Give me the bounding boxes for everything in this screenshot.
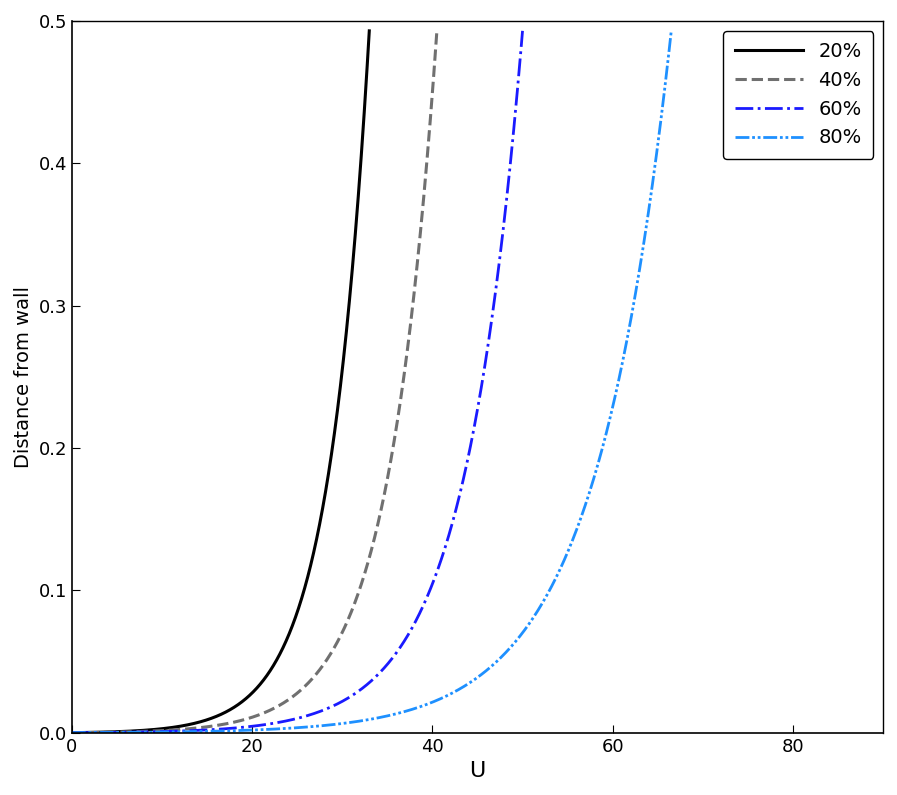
20% — [82, 727, 92, 737]
20% — [355, 160, 366, 169]
80% — [97, 727, 108, 737]
40% — [66, 728, 77, 738]
60% — [90, 727, 100, 737]
80% — [358, 716, 369, 725]
60% — [504, 169, 515, 179]
60% — [66, 728, 77, 738]
40% — [244, 713, 255, 723]
80% — [342, 718, 353, 727]
40% — [421, 163, 431, 173]
40% — [431, 26, 442, 36]
60% — [518, 26, 528, 36]
20% — [66, 728, 77, 738]
80% — [666, 26, 676, 36]
Line: 40%: 40% — [72, 31, 437, 733]
40% — [234, 716, 245, 726]
Y-axis label: Distance from wall: Distance from wall — [13, 285, 33, 467]
Line: 60%: 60% — [72, 31, 523, 733]
Line: 20%: 20% — [72, 31, 370, 733]
40% — [354, 586, 365, 595]
Legend: 20%, 40%, 60%, 80%: 20%, 40%, 60%, 80% — [723, 31, 874, 159]
80% — [649, 171, 659, 180]
80% — [538, 595, 549, 605]
20% — [355, 161, 366, 171]
X-axis label: U: U — [469, 761, 485, 781]
20% — [211, 712, 222, 721]
20% — [364, 26, 375, 36]
Line: 80%: 80% — [72, 31, 671, 733]
20% — [300, 579, 311, 588]
60% — [285, 716, 296, 725]
40% — [421, 165, 431, 175]
20% — [204, 715, 214, 724]
40% — [85, 727, 96, 737]
80% — [66, 728, 77, 738]
60% — [504, 168, 515, 177]
80% — [649, 169, 659, 179]
60% — [274, 718, 284, 727]
60% — [422, 593, 432, 603]
